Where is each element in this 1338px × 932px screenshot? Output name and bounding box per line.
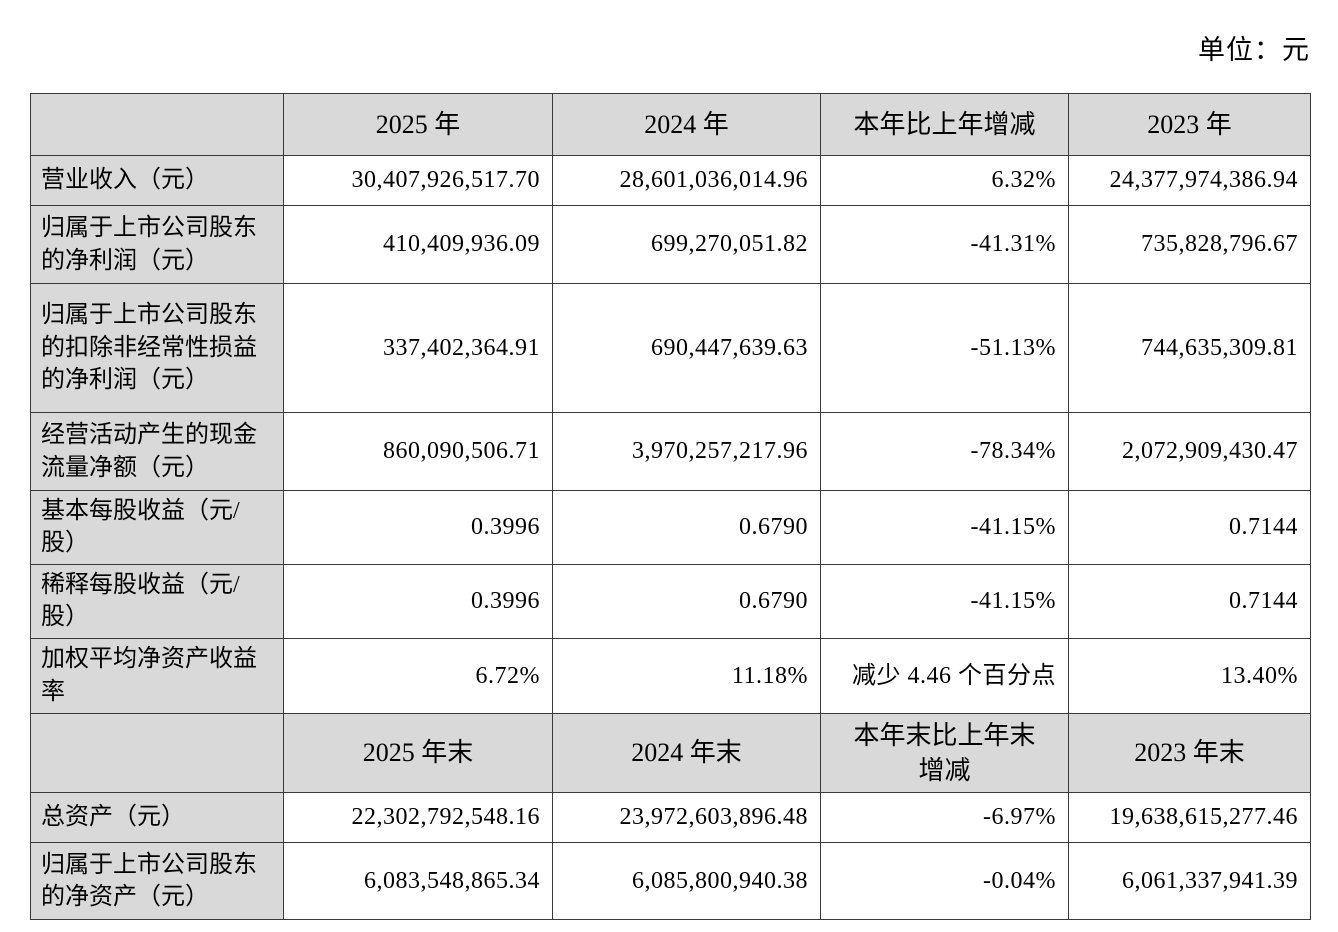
value-2024-cell: 3,970,257,217.96 bbox=[552, 412, 821, 491]
change-cell: -41.31% bbox=[820, 205, 1069, 284]
table-row-total-assets: 总资产（元） 22,302,792,548.16 23,972,603,896.… bbox=[30, 791, 1311, 843]
table-row-net-assets: 归属于上市公司股东的净资产（元） 6,083,548,865.34 6,085,… bbox=[30, 841, 1311, 920]
unit-label: 单位：元 bbox=[1198, 35, 1310, 65]
change-cell: -6.97% bbox=[820, 791, 1069, 843]
value-2023-cell: 744,635,309.81 bbox=[1068, 283, 1311, 413]
row-label-cell: 稀释每股收益（元/股） bbox=[30, 563, 284, 639]
row-label-cell: 基本每股收益（元/股） bbox=[30, 490, 284, 565]
value-2024-cell: 28,601,036,014.96 bbox=[552, 155, 821, 206]
header-2025-cell: 2025 年 bbox=[283, 93, 553, 156]
table-row-revenue: 营业收入（元） 30,407,926,517.70 28,601,036,014… bbox=[30, 155, 1311, 206]
value-2023-cell: 2,072,909,430.47 bbox=[1068, 412, 1311, 491]
value-2025-cell: 22,302,792,548.16 bbox=[283, 791, 553, 843]
change-cell: -41.15% bbox=[820, 490, 1069, 565]
value-2025-cell: 6.72% bbox=[283, 637, 553, 714]
change-cell: 减少 4.46 个百分点 bbox=[820, 637, 1069, 714]
value-2024-cell: 11.18% bbox=[552, 637, 821, 714]
table-row-operating-cash-flow: 经营活动产生的现金流量净额（元） 860,090,506.71 3,970,25… bbox=[30, 412, 1311, 491]
value-2023-cell: 24,377,974,386.94 bbox=[1068, 155, 1311, 206]
value-2023-cell: 13.40% bbox=[1068, 637, 1311, 714]
table-row-basic-eps: 基本每股收益（元/股） 0.3996 0.6790 -41.15% 0.7144 bbox=[30, 490, 1311, 565]
value-2025-cell: 30,407,926,517.70 bbox=[283, 155, 553, 206]
change-cell: -78.34% bbox=[820, 412, 1069, 491]
change-cell: 6.32% bbox=[820, 155, 1069, 206]
change-cell: -51.13% bbox=[820, 283, 1069, 413]
value-2024-cell: 6,085,800,940.38 bbox=[552, 841, 821, 920]
header-2024-cell: 2024 年 bbox=[552, 93, 821, 156]
row-label-cell: 归属于上市公司股东的净资产（元） bbox=[30, 841, 284, 920]
value-2025-cell: 410,409,936.09 bbox=[283, 205, 553, 284]
header-empty-cell bbox=[30, 712, 284, 793]
row-label-cell: 总资产（元） bbox=[30, 791, 284, 843]
table-row-diluted-eps: 稀释每股收益（元/股） 0.3996 0.6790 -41.15% 0.7144 bbox=[30, 563, 1311, 639]
table-row-net-profit: 归属于上市公司股东的净利润（元） 410,409,936.09 699,270,… bbox=[30, 205, 1311, 284]
header-end-change-cell: 本年末比上年末 增减 bbox=[820, 712, 1069, 793]
row-label-cell: 经营活动产生的现金流量净额（元） bbox=[30, 412, 284, 491]
value-2025-cell: 0.3996 bbox=[283, 490, 553, 565]
row-label-cell: 归属于上市公司股东的扣除非经常性损益的净利润（元） bbox=[30, 283, 284, 413]
value-2023-cell: 19,638,615,277.46 bbox=[1068, 791, 1311, 843]
row-label-cell: 营业收入（元） bbox=[30, 155, 284, 206]
table-row-weighted-roe: 加权平均净资产收益率 6.72% 11.18% 减少 4.46 个百分点 13.… bbox=[30, 637, 1311, 714]
header-2023-end-cell: 2023 年末 bbox=[1068, 712, 1311, 793]
value-2025-cell: 337,402,364.91 bbox=[283, 283, 553, 413]
row-label-cell: 加权平均净资产收益率 bbox=[30, 637, 284, 714]
table-header-annual: 2025 年 2024 年 本年比上年增减 2023 年 bbox=[30, 93, 1311, 156]
value-2025-cell: 0.3996 bbox=[283, 563, 553, 639]
value-2023-cell: 6,061,337,941.39 bbox=[1068, 841, 1311, 920]
value-2024-cell: 23,972,603,896.48 bbox=[552, 791, 821, 843]
change-cell: -0.04% bbox=[820, 841, 1069, 920]
value-2023-cell: 0.7144 bbox=[1068, 490, 1311, 565]
header-empty-cell bbox=[30, 93, 284, 156]
table-row-deducted-net-profit: 归属于上市公司股东的扣除非经常性损益的净利润（元） 337,402,364.91… bbox=[30, 283, 1311, 413]
header-2024-end-cell: 2024 年末 bbox=[552, 712, 821, 793]
header-change-cell: 本年比上年增减 bbox=[820, 93, 1069, 156]
row-label-cell: 归属于上市公司股东的净利润（元） bbox=[30, 205, 284, 284]
value-2023-cell: 735,828,796.67 bbox=[1068, 205, 1311, 284]
header-2023-cell: 2023 年 bbox=[1068, 93, 1311, 156]
change-cell: -41.15% bbox=[820, 563, 1069, 639]
value-2024-cell: 699,270,051.82 bbox=[552, 205, 821, 284]
header-2025-end-cell: 2025 年末 bbox=[283, 712, 553, 793]
value-2023-cell: 0.7144 bbox=[1068, 563, 1311, 639]
value-2024-cell: 0.6790 bbox=[552, 563, 821, 639]
financial-summary-table: 2025 年 2024 年 本年比上年增减 2023 年 营业收入（元） 30,… bbox=[30, 93, 1311, 920]
value-2024-cell: 690,447,639.63 bbox=[552, 283, 821, 413]
value-2025-cell: 6,083,548,865.34 bbox=[283, 841, 553, 920]
value-2024-cell: 0.6790 bbox=[552, 490, 821, 565]
value-2025-cell: 860,090,506.71 bbox=[283, 412, 553, 491]
table-header-year-end: 2025 年末 2024 年末 本年末比上年末 增减 2023 年末 bbox=[30, 712, 1311, 793]
